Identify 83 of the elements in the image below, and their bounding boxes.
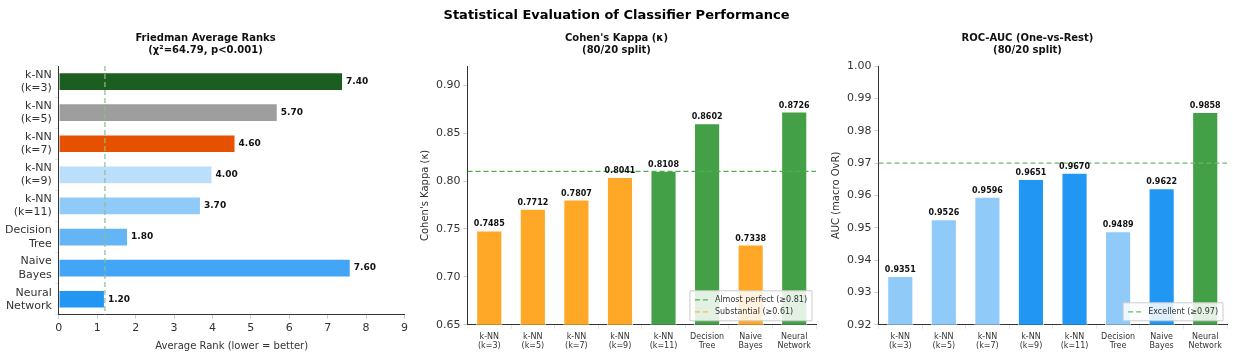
x-tick-label: 2 [132,321,140,335]
chart-title: ROC-AUC (One-vs-Rest) (80/20 split) [961,31,1094,55]
legend-label: Excellent (≥0.97) [1148,306,1218,316]
data-label: 0.9489 [1102,220,1134,230]
x-tick-label: Neural Network [777,331,812,351]
data-label: 0.9351 [884,265,917,275]
y-tick-label: 0.70 [435,269,461,283]
data-label: 0.8108 [648,159,680,169]
y-tick-label: 0.98 [846,123,872,137]
x-tick-label: k-NN (k=9) [1019,331,1043,351]
x-tick-label: Neural Network [1188,331,1223,351]
data-label: 0.8602 [691,112,723,122]
y-tick-label: 0.80 [435,173,461,187]
x-tick-label: k-NN (k=7) [565,331,588,351]
x-tick-label: k-NN (k=11) [1060,331,1089,351]
chart-title: Cohen's Kappa (κ) (80/20 split) [564,31,669,55]
x-tick-label: 0 [55,321,63,335]
data-label: 1.80 [130,231,154,242]
legend-label: Almost perfect (≥0.81) [714,294,807,304]
x-tick-label: 4 [208,321,216,335]
y-tick-label: 0.75 [435,221,461,235]
text: Substantial (≥0.61) [714,306,794,316]
data-label: 0.9622 [1146,177,1178,187]
y-axis-title: Cohen's Kappa (κ) [418,149,430,242]
y-tick-label: 0.96 [846,188,872,202]
data-label: 0.7712 [517,197,549,207]
data-label: 0.7807 [560,188,592,198]
data-label: 5.70 [280,106,303,117]
x-tick-label: Decision Tree [690,331,725,351]
y-axis-title: AUC (macro OvR) [829,151,841,240]
data-label: 0.7338 [735,233,767,243]
y-tick-label: k-NN (k=11) [13,192,52,219]
data-label: 4.60 [238,138,261,149]
data-label: 4.00 [215,169,238,180]
y-tick-label: 0.85 [435,125,461,139]
x-tick-label: k-NN (k=9) [608,331,632,351]
x-tick-label: k-NN (k=5) [932,331,956,351]
text: Statistical Evaluation of Classifier Performance [443,6,790,22]
y-tick-label: Naive Bayes [18,254,53,281]
data-label: 0.9651 [1015,167,1047,177]
data-label: 0.8726 [778,100,811,110]
x-tick-label: 7 [324,321,332,335]
y-tick-label: 0.99 [846,91,872,105]
x-tick-label: k-NN (k=3) [477,331,501,351]
y-tick-label: 0.90 [435,78,461,92]
x-tick-label: Naive Bayes [1149,331,1174,351]
y-tick-label: 0.65 [435,317,461,331]
y-tick-label: k-NN (k=7) [20,130,52,157]
data-label: 3.70 [203,200,227,211]
y-tick-label: 0.92 [846,317,872,331]
data-label: 7.40 [346,75,369,86]
data-label: 0.9526 [928,208,960,218]
data-label: 7.60 [353,262,376,273]
y-tick-label: k-NN (k=5) [20,98,52,126]
data-label: 1.20 [107,293,131,304]
y-tick-label: 0.93 [846,285,872,299]
data-label: 0.8041 [604,166,636,176]
data-label: 0.9670 [1059,161,1091,171]
data-label: 0.7485 [473,219,506,229]
x-tick-label: 5 [247,321,255,335]
chart-title: Friedman Average Ranks (χ²=64.79, p<0.001) [135,31,276,55]
x-tick-label: k-NN (k=5) [521,331,545,351]
x-tick-label: Naive Bayes [738,331,763,351]
data-label: 0.9596 [971,185,1004,195]
y-tick-label: Neural Network [5,285,53,312]
y-tick-label: 0.95 [846,220,872,234]
y-tick-label: k-NN (k=3) [20,67,52,95]
y-tick-label: 0.94 [846,252,872,266]
x-tick-label: k-NN (k=7) [976,331,999,351]
x-tick-label: 6 [285,321,293,335]
y-tick-label: 1.00 [846,58,872,72]
x-tick-label: 9 [401,321,408,335]
x-axis-title: Average Rank (lower = better) [155,339,309,351]
y-tick-label: k-NN (k=9) [20,161,52,188]
y-tick-label: Decision Tree [4,223,53,250]
x-tick-label: k-NN (k=3) [888,331,912,351]
x-tick-label: 8 [362,321,370,335]
x-tick-label: Decision Tree [1101,331,1136,351]
data-label: 0.9858 [1189,101,1222,111]
x-tick-label: 3 [170,321,178,335]
x-tick-label: 1 [93,321,101,335]
x-tick-label: k-NN (k=11) [649,331,678,351]
y-tick-label: 0.97 [846,155,872,169]
